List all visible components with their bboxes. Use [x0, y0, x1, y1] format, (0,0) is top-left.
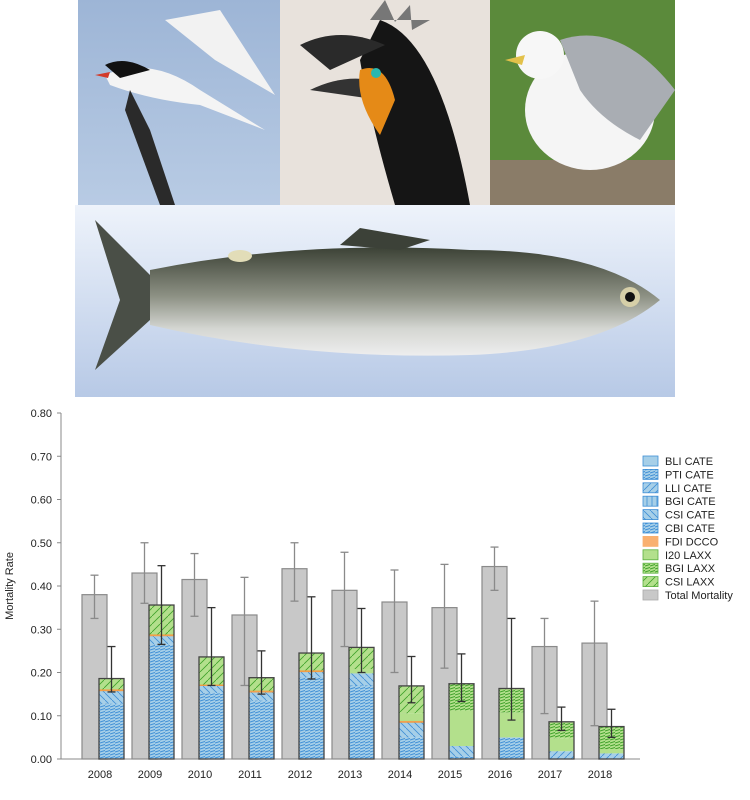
bar-segment-i20-laxx [599, 749, 624, 754]
bar-segment-cbi-cate [499, 737, 524, 759]
x-tick-label: 2017 [538, 769, 562, 781]
legend-label: CSI LAXX [665, 577, 715, 589]
legend-swatch [642, 495, 659, 507]
y-tick-label: 0.50 [31, 538, 52, 550]
bar-segment-cbi-cate [149, 644, 174, 759]
legend-swatch [642, 468, 659, 480]
y-tick-label: 0.30 [31, 624, 52, 636]
y-tick-label: 0.70 [31, 451, 52, 463]
tern-photo [78, 0, 280, 205]
y-tick-label: 0.20 [31, 668, 52, 680]
legend-swatch [642, 589, 659, 601]
bar-segment-lli-cate [599, 753, 624, 759]
predator-and-fish-photos [75, 0, 675, 397]
y-tick-label: 0.60 [31, 495, 52, 507]
legend-label: LLI CATE [665, 483, 712, 495]
bar-segment-cbi-cate [349, 685, 374, 759]
legend-swatch [642, 549, 659, 561]
x-tick-label: 2009 [138, 769, 162, 781]
legend-label: CBI CATE [665, 523, 715, 535]
cormorant-photo [280, 0, 490, 205]
bar-segment-i20-laxx [449, 710, 474, 747]
legend-swatch [642, 576, 659, 587]
bar-segment-csi-cate [349, 673, 374, 686]
legend-swatch [642, 522, 659, 534]
bar-segment-cbi-cate [99, 703, 124, 759]
legend-swatch [642, 536, 659, 547]
legend-label: FDI DCCO [665, 536, 719, 548]
legend-label: I20 LAXX [665, 550, 712, 562]
x-tick-label: 2013 [338, 769, 362, 781]
legend-swatch [642, 509, 659, 521]
y-axis-label: Mortality Rate [4, 552, 16, 620]
bar-segment-lli-cate [549, 751, 574, 759]
x-tick-label: 2018 [588, 769, 612, 781]
salmon-smolt-photo [75, 205, 675, 397]
bar-segment-csi-cate [449, 746, 474, 757]
legend-label: Total Mortality [665, 590, 733, 602]
x-tick-label: 2016 [488, 769, 512, 781]
bar-segment-csi-cate [199, 685, 224, 694]
legend-swatch [642, 562, 659, 574]
legend-label: BGI LAXX [665, 563, 716, 575]
legend-label: CSI CATE [665, 510, 715, 522]
bar-segment-cbi-cate [249, 700, 274, 759]
x-tick-label: 2011 [238, 769, 262, 781]
bar-segment-pti-cate [449, 756, 474, 759]
x-tick-label: 2008 [88, 769, 112, 781]
y-tick-label: 0.80 [31, 408, 52, 420]
legend-swatch [642, 455, 659, 467]
bar-segment-csi-cate [249, 691, 274, 701]
bar-segment-cbi-cate [299, 676, 324, 759]
bar-segment-cbi-cate [199, 693, 224, 759]
y-tick-label: 0.10 [31, 711, 52, 723]
y-tick-label: 0.00 [31, 754, 52, 766]
legend-label: PTI CATE [665, 469, 714, 481]
bar-segment-fdi-dcco [398, 720, 425, 723]
bar-segment-i20-laxx [399, 713, 424, 721]
x-tick-label: 2015 [438, 769, 462, 781]
y-tick-label: 0.40 [31, 581, 52, 593]
x-tick-label: 2010 [188, 769, 212, 781]
x-tick-label: 2014 [388, 769, 412, 781]
legend-swatch [642, 482, 659, 494]
legend-label: BGI CATE [665, 496, 716, 508]
x-tick-label: 2012 [288, 769, 312, 781]
gull-photo [490, 0, 675, 205]
bar-segment-cbi-cate [399, 737, 424, 759]
bar-segment-csi-cate [99, 690, 124, 704]
bar-segment-i20-laxx [549, 738, 574, 752]
bar-segment-csi-cate [399, 722, 424, 738]
legend-label: BLI CATE [665, 456, 713, 468]
